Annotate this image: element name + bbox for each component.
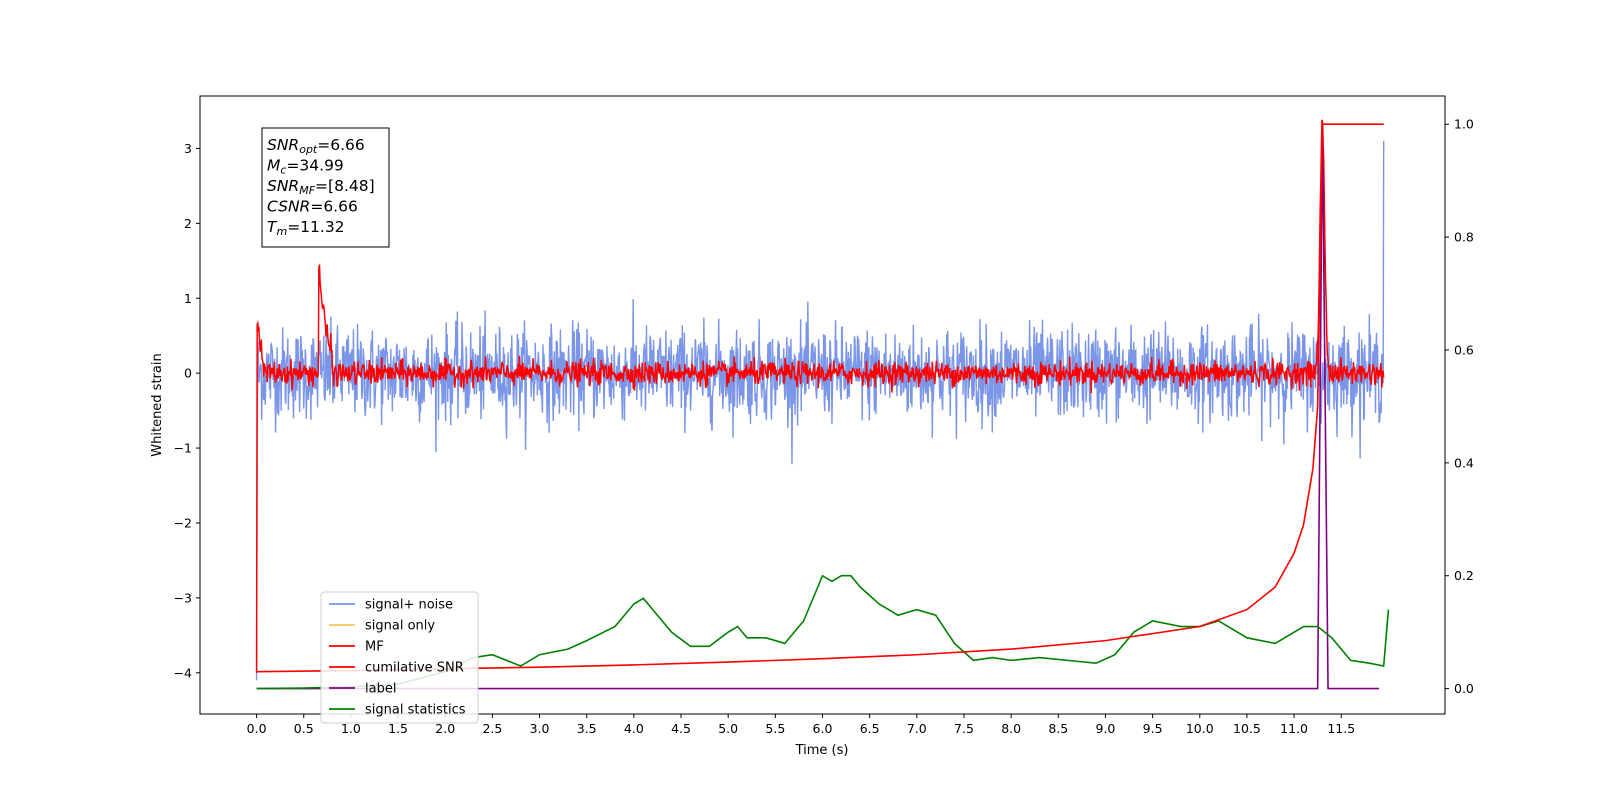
x-tick-label: 4.0	[624, 721, 644, 736]
series-layer	[255, 119, 1390, 690]
info-box-frame	[261, 127, 390, 248]
series-signal-statistics-line	[256, 574, 1390, 690]
x-tick-label: 11.0	[1280, 721, 1308, 736]
series-mf-line	[255, 119, 1385, 673]
y-tick-label: −2	[174, 515, 192, 530]
y2-tick-label: 0.0	[1454, 681, 1474, 696]
y-axis-label: Whitened strain	[150, 353, 165, 456]
legend-label: label	[365, 682, 396, 697]
legend-label: signal statistics	[365, 703, 466, 718]
x-tick-label: 7.0	[907, 721, 927, 736]
x-tick-label: 8.0	[1001, 721, 1021, 736]
legend-frame	[320, 591, 479, 724]
x-tick-label: 9.0	[1096, 721, 1116, 736]
x-tick-label: 7.5	[954, 721, 974, 736]
y-tick-label: 0	[184, 366, 192, 381]
x-tick-label: 1.5	[388, 721, 408, 736]
y-tick-label: −3	[174, 590, 192, 605]
legend-label: cumilative SNR	[365, 661, 464, 676]
x-tick-label: 5.5	[765, 721, 785, 736]
x-tick-label: 2.5	[482, 721, 502, 736]
y-tick-label: 2	[184, 216, 192, 231]
info-box-line: Mc=34.99	[267, 157, 344, 177]
info-box-line: SNRMF=[8.48]	[267, 177, 375, 197]
x-tick-label: 1.0	[341, 721, 361, 736]
x-tick-label: 3.5	[577, 721, 597, 736]
y-tick-label: 1	[184, 291, 192, 306]
y-axis-right: 1.0 0.8 0.6 0.4 0.2 0.0	[1445, 117, 1474, 696]
y2-tick-label: 0.6	[1454, 342, 1474, 357]
info-box-line: CSNR=6.66	[267, 198, 358, 216]
x-tick-label: 0.0	[247, 721, 267, 736]
legend-label: MF	[365, 640, 384, 655]
x-tick-label: 11.5	[1327, 721, 1355, 736]
series-label-line	[256, 124, 1379, 690]
x-tick-label: 3.0	[530, 721, 550, 736]
x-tick-label: 4.5	[671, 721, 691, 736]
x-tick-label: 2.0	[435, 721, 455, 736]
legend-label: signal only	[365, 619, 435, 634]
y-tick-label: −1	[174, 441, 192, 456]
x-tick-label: 5.0	[718, 721, 738, 736]
x-tick-label: 9.5	[1143, 721, 1163, 736]
x-tick-label: 10.5	[1233, 721, 1261, 736]
y2-tick-label: 0.4	[1454, 455, 1474, 470]
legend-label: signal+ noise	[365, 598, 453, 613]
x-axis: 0.0 0.5 1.0 1.5 2.0 2.5 3.0 3.5 4.0 4.5 5.0 5.5 6.0 6…	[247, 714, 1355, 736]
y-tick-label: −4	[174, 665, 192, 680]
y-tick-label: 3	[184, 141, 192, 156]
x-tick-label: 0.5	[294, 721, 314, 736]
series-cumilative-snr-line	[256, 123, 1384, 673]
info-box-line: SNRopt=6.66	[267, 136, 365, 156]
y2-tick-label: 0.8	[1454, 230, 1474, 245]
x-tick-label: 6.0	[813, 721, 833, 736]
info-box: SNRopt=6.66Mc=34.99SNRMF=[8.48]CSNR=6.66…	[261, 127, 390, 248]
y-axis-left: 3 2 1 0 −1 −2 −3 −4	[174, 141, 200, 680]
legend: signal+ noise signal only MF cumilative SNR…	[320, 591, 479, 724]
x-tick-label: 8.5	[1048, 721, 1068, 736]
x-tick-label: 6.5	[860, 721, 880, 736]
y2-tick-label: 0.2	[1454, 568, 1474, 583]
info-box-line: Tm=11.32	[267, 218, 345, 238]
x-axis-label: Time (s)	[795, 743, 849, 758]
y2-tick-label: 1.0	[1454, 117, 1474, 132]
x-tick-label: 10.0	[1186, 721, 1214, 736]
